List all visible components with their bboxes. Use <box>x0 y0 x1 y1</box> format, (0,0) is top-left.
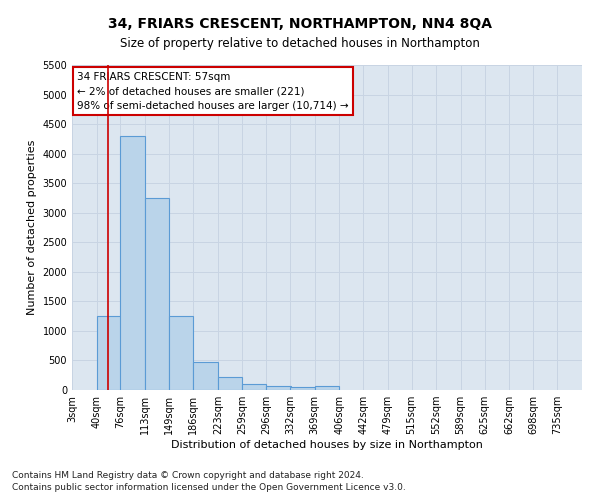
Bar <box>193 362 218 390</box>
Bar <box>145 198 169 390</box>
Bar <box>315 386 339 390</box>
Text: 34, FRIARS CRESCENT, NORTHAMPTON, NN4 8QA: 34, FRIARS CRESCENT, NORTHAMPTON, NN4 8Q… <box>108 18 492 32</box>
Text: 34 FRIARS CRESCENT: 57sqm
← 2% of detached houses are smaller (221)
98% of semi-: 34 FRIARS CRESCENT: 57sqm ← 2% of detach… <box>77 72 349 111</box>
Bar <box>290 387 315 390</box>
Text: Size of property relative to detached houses in Northampton: Size of property relative to detached ho… <box>120 38 480 51</box>
Bar <box>97 316 121 390</box>
Bar <box>218 376 242 390</box>
Bar <box>242 384 266 390</box>
Y-axis label: Number of detached properties: Number of detached properties <box>27 140 37 315</box>
Bar <box>121 136 145 390</box>
Bar <box>266 386 291 390</box>
Text: Contains HM Land Registry data © Crown copyright and database right 2024.: Contains HM Land Registry data © Crown c… <box>12 471 364 480</box>
Text: Contains public sector information licensed under the Open Government Licence v3: Contains public sector information licen… <box>12 484 406 492</box>
Bar <box>169 316 193 390</box>
X-axis label: Distribution of detached houses by size in Northampton: Distribution of detached houses by size … <box>171 440 483 450</box>
